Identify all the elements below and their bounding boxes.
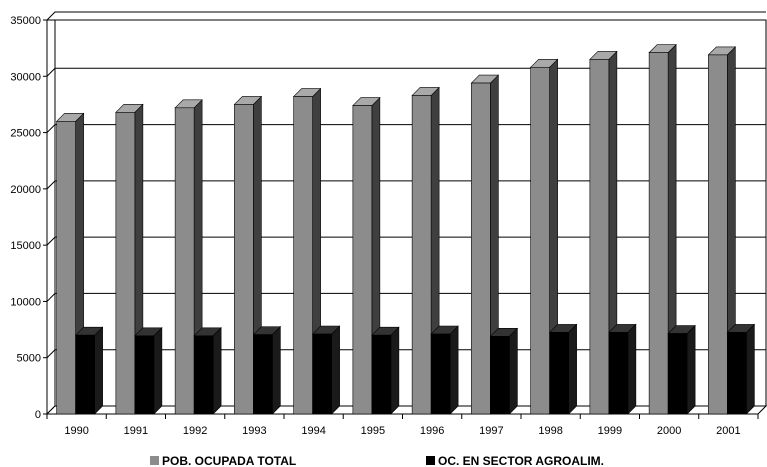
y-tick-label: 10000 <box>10 296 41 308</box>
bar-front <box>648 52 669 415</box>
bar-side <box>94 326 103 415</box>
bar-front <box>490 336 510 415</box>
bar-agroalim-1994 <box>311 325 341 415</box>
bar-side <box>449 325 459 415</box>
x-tick-label: 1994 <box>301 425 325 437</box>
bar-front <box>75 334 95 415</box>
x-tick-label: 2001 <box>716 425 740 437</box>
bar-front <box>371 334 392 415</box>
x-tick-label: 1990 <box>64 425 88 437</box>
y-tick-label: 15000 <box>10 240 41 252</box>
y-tick-label: 20000 <box>10 184 41 196</box>
gridline <box>46 292 766 302</box>
bar-front <box>727 332 747 415</box>
bar-agroalim-1998 <box>548 323 578 415</box>
bar-total-2001 <box>707 46 737 415</box>
bar-agroalim-1990 <box>74 326 104 415</box>
bar-agroalim-1992 <box>193 327 222 415</box>
bar-front <box>56 121 76 415</box>
bar-front <box>430 333 451 415</box>
bar-front <box>667 333 688 415</box>
gridline <box>46 349 766 359</box>
bar-front <box>115 112 136 415</box>
side-wall <box>46 19 56 416</box>
bar-agroalim-1993 <box>252 325 282 415</box>
bar-front <box>608 332 629 415</box>
bar-agroalim-1991 <box>134 327 163 415</box>
bar-side <box>390 326 400 415</box>
bar-agroalim-2000 <box>667 324 696 415</box>
bars <box>55 43 756 415</box>
back-wall <box>54 19 767 407</box>
x-tick-label: 1999 <box>598 425 622 437</box>
gridline <box>46 236 766 246</box>
legend-swatch-total <box>150 456 159 465</box>
y-tick-label: 30000 <box>10 71 41 83</box>
x-tick-label: 1995 <box>361 425 385 437</box>
bar-side <box>746 323 755 415</box>
bar-total-1999 <box>589 50 618 415</box>
legend-label-agroalim: OC. EN SECTOR AGROALIM. <box>438 454 604 467</box>
legend-label-total: POB. OCUPADA TOTAL <box>162 454 296 467</box>
bar-front <box>549 332 569 415</box>
y-tick-label: 0 <box>35 409 41 421</box>
bar-front <box>134 335 155 415</box>
bar-side <box>153 327 163 415</box>
bar-total-2000 <box>648 43 677 415</box>
y-tick-label: 35000 <box>10 15 41 27</box>
bar-front <box>234 104 254 415</box>
bar-side <box>212 327 222 415</box>
gridlines <box>46 11 766 359</box>
bar-side <box>272 325 281 415</box>
x-tick-label: 1993 <box>242 425 266 437</box>
bar-agroalim-1995 <box>371 326 400 415</box>
bar-agroalim-1999 <box>608 323 637 415</box>
chart-walls <box>45 19 767 416</box>
bar-side <box>568 323 577 415</box>
y-tick-label: 25000 <box>10 128 41 140</box>
x-tick-label: 1996 <box>420 425 444 437</box>
x-tick-label: 1992 <box>183 425 207 437</box>
x-tick-label: 1991 <box>124 425 148 437</box>
legend: POB. OCUPADA TOTAL OC. EN SECTOR AGROALI… <box>150 454 604 467</box>
bar-front <box>708 54 728 415</box>
gridline <box>46 180 766 190</box>
bar-front <box>253 334 273 415</box>
y-tick-label: 5000 <box>17 353 41 365</box>
bar-total-1998 <box>529 58 559 415</box>
x-tick-label: 1997 <box>479 425 503 437</box>
bar-front <box>352 105 373 415</box>
bar-front <box>589 59 610 415</box>
bar-agroalim-1996 <box>430 325 459 415</box>
gridline <box>46 124 766 133</box>
bar-agroalim-1997 <box>489 327 519 415</box>
bar-front <box>293 96 313 415</box>
bar-side <box>627 323 637 415</box>
x-tick-label: 2000 <box>657 425 681 437</box>
bar-front <box>471 82 491 415</box>
gridline <box>46 67 766 77</box>
bar-front <box>411 95 432 415</box>
gridline <box>46 11 766 21</box>
bar-front <box>312 333 332 415</box>
bar-side <box>686 324 696 415</box>
bar-front <box>530 66 550 415</box>
bar-front <box>193 335 214 415</box>
x-axis: 1990 1991 1992 1993 1994 1995 1996 1997 1998 1999… <box>46 413 759 437</box>
bar-side <box>509 327 518 415</box>
bar-front <box>174 107 195 415</box>
bar-agroalim-2001 <box>726 323 756 415</box>
x-tick-label: 1998 <box>538 425 562 437</box>
legend-swatch-agroalim <box>426 456 435 465</box>
bar-total-1997 <box>470 74 500 415</box>
y-axis: 0 5000 10000 15000 20000 25000 30000 35000 <box>10 15 48 421</box>
bar-side <box>331 325 340 415</box>
